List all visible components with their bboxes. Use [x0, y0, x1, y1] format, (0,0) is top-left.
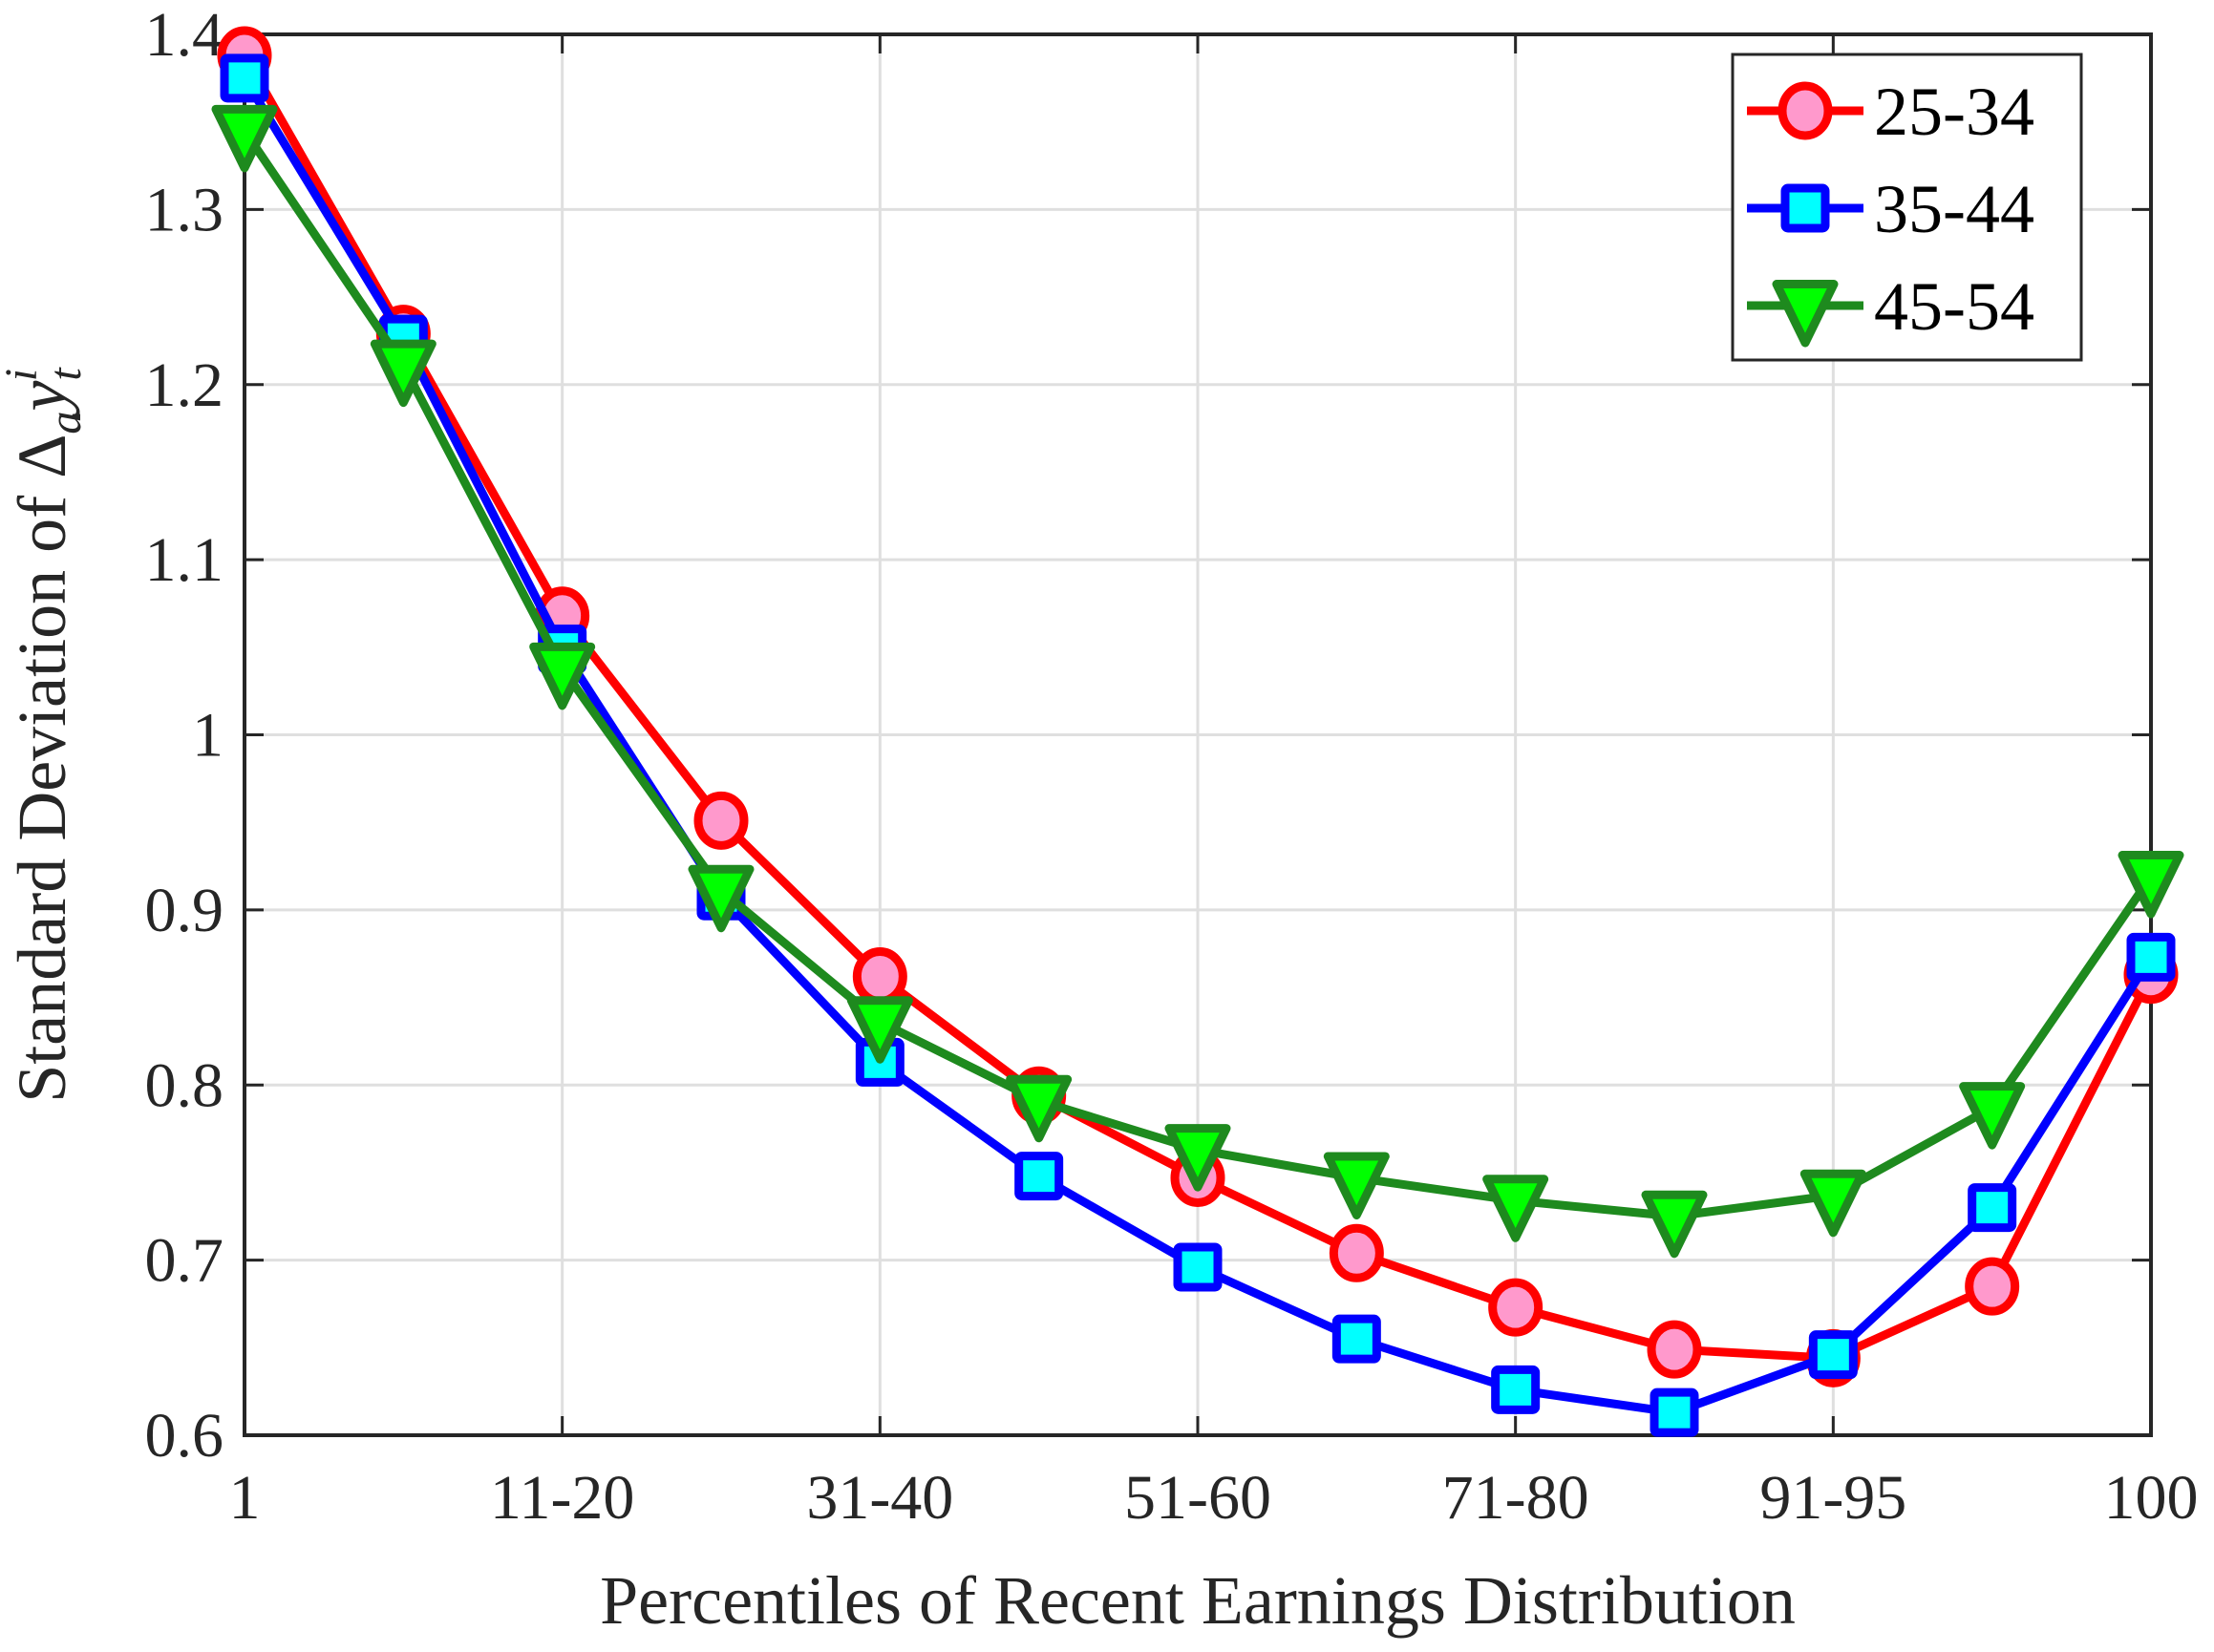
- circle-marker: [852, 947, 907, 1006]
- square-marker: [1331, 1314, 1381, 1364]
- triangle-marker: [1641, 1190, 1708, 1259]
- x-tick-label: 71-80: [1442, 1463, 1589, 1533]
- x-tick-label: 51-60: [1124, 1463, 1271, 1533]
- circle-marker-legend: [1778, 81, 1833, 140]
- triangle-marker: [370, 339, 436, 408]
- delta-subscript: a: [40, 412, 91, 434]
- series-layer: [211, 26, 2184, 1437]
- x-tick-label: 11-20: [490, 1463, 635, 1533]
- triangle-marker: [1164, 1124, 1231, 1192]
- legend-label: 25-34: [1874, 74, 2034, 150]
- series-45-54: [211, 104, 2184, 1259]
- y-tick-label: 1.1: [145, 525, 224, 595]
- legend: 25-34 35-44 45-54: [1731, 53, 2083, 362]
- y-variable-subscript: t: [40, 367, 91, 381]
- x-tick-label: 31-40: [806, 1463, 953, 1533]
- triangle-marker: [1006, 1074, 1073, 1143]
- triangle-marker: [1799, 1169, 1866, 1238]
- y-tick-label: 1: [192, 701, 224, 771]
- legend-label: 35-44: [1874, 171, 2034, 247]
- y-axis-title: Standard Deviation of Δayti: [0, 367, 91, 1103]
- legend-item-25-34: 25-34: [1747, 74, 2034, 150]
- triangle-marker: [846, 996, 913, 1064]
- square-marker: [1968, 1183, 2017, 1233]
- x-axis-title: Percentiles of Recent Earnings Distribut…: [600, 1562, 1796, 1639]
- delta-symbol: Δ: [4, 434, 80, 478]
- triangle-marker: [1323, 1152, 1390, 1219]
- legend-item-45-54: 45-54: [1747, 268, 2034, 348]
- y-tick-label: 1.2: [145, 350, 224, 420]
- square-marker: [1650, 1387, 1699, 1437]
- triangle-marker: [2118, 851, 2184, 919]
- x-tick-label: 100: [2104, 1463, 2199, 1533]
- y-tick-label: 0.6: [145, 1401, 224, 1471]
- y-variable-superscript: i: [0, 369, 47, 381]
- square-marker: [1173, 1242, 1223, 1292]
- square-marker: [1491, 1365, 1541, 1414]
- square-marker-legend: [1780, 183, 1830, 233]
- y-tick-label: 1.3: [145, 175, 224, 244]
- x-tick-labels: 1 11-20 31-40 51-60 71-80 91-95 100: [229, 1463, 2199, 1533]
- square-marker: [1808, 1330, 1858, 1380]
- square-marker: [1014, 1152, 1064, 1201]
- triangle-marker: [1959, 1082, 2026, 1150]
- triangle-marker: [211, 104, 278, 173]
- y-tick-labels: 0.6 0.7 0.8 0.9 1 1.1 1.2 1.3 1.4: [145, 0, 224, 1471]
- triangle-marker: [1482, 1175, 1549, 1242]
- legend-item-35-44: 35-44: [1747, 171, 2034, 247]
- y-tick-label: 0.9: [145, 876, 224, 945]
- circle-marker: [1329, 1223, 1384, 1282]
- square-marker: [2126, 932, 2176, 982]
- legend-label: 45-54: [1874, 268, 2034, 345]
- circle-marker: [1488, 1278, 1543, 1337]
- svg-text:Standard Deviation of Δayti: Standard Deviation of Δayti: [0, 367, 91, 1103]
- triangle-marker: [529, 642, 596, 710]
- y-tick-label: 1.4: [145, 0, 224, 70]
- circle-marker: [1965, 1257, 2020, 1316]
- triangle-marker: [688, 864, 755, 933]
- y-variable: y: [4, 381, 80, 418]
- square-marker: [220, 53, 269, 103]
- y-axis-title-prefix: Standard Deviation of: [4, 478, 80, 1103]
- y-tick-label: 0.8: [145, 1050, 224, 1120]
- y-tick-label: 0.7: [145, 1226, 224, 1296]
- x-tick-label: 1: [229, 1463, 261, 1533]
- circle-marker: [1647, 1320, 1702, 1379]
- x-tick-label: 91-95: [1759, 1463, 1906, 1533]
- axis-ticks: [243, 32, 2153, 1437]
- triangle-marker-legend: [1772, 280, 1839, 348]
- circle-marker: [693, 791, 749, 850]
